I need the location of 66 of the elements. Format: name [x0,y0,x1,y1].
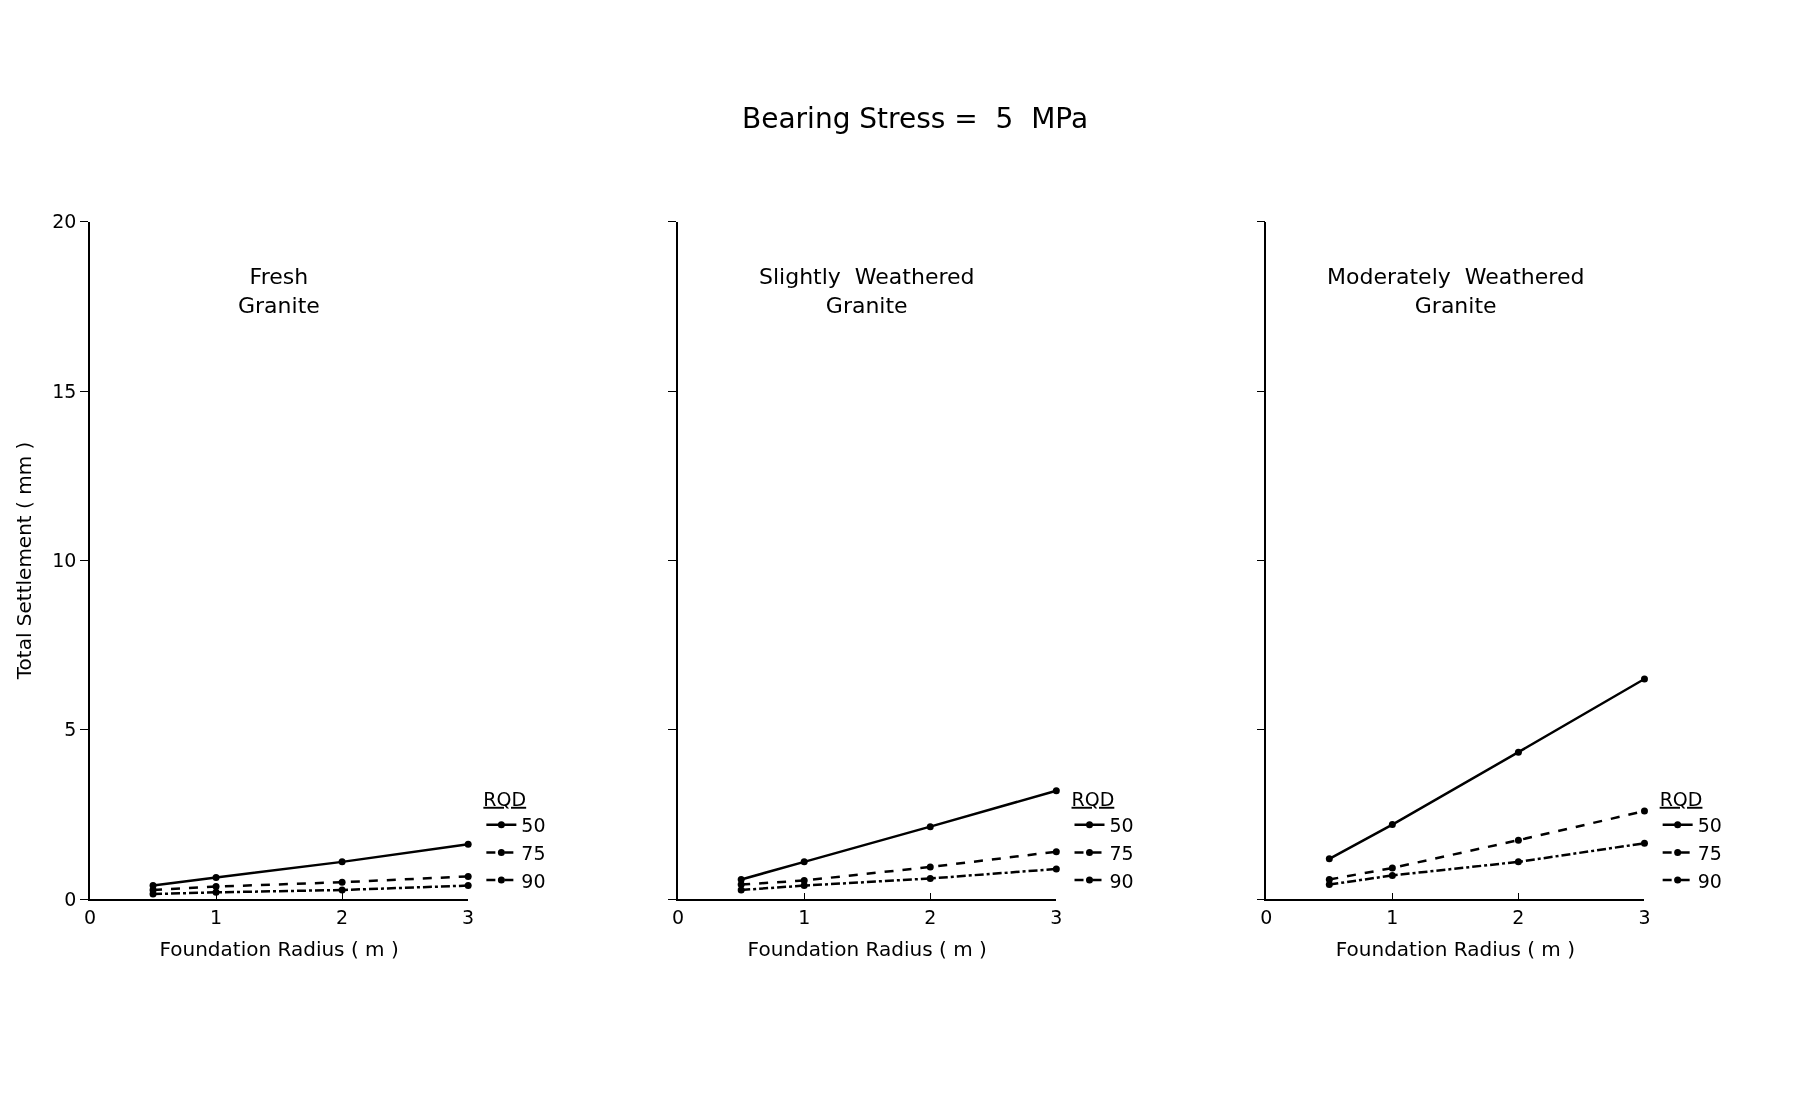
point [1052,787,1060,795]
x-axis-title: Foundation Radius ( m ) [747,936,987,961]
point [1514,836,1522,844]
point [926,874,934,882]
x-tick-label: 2 [924,905,937,928]
point [1325,855,1333,863]
point [800,882,808,890]
x-tick-label: 2 [336,905,349,928]
point [800,858,808,866]
x-tick-label: 0 [1260,905,1273,928]
text: Fresh Granite [238,264,320,318]
point [1052,848,1060,856]
point [1640,807,1648,815]
y-tick-label: 0 [64,887,77,910]
point [212,883,220,891]
x-tick-label: 2 [1512,905,1525,928]
point [926,823,934,831]
point [1640,675,1648,683]
y-tick-label: 10 [52,549,77,572]
legend-title: RQD [1071,787,1115,810]
x-tick-label: 3 [1638,905,1651,928]
point [464,882,472,890]
point [338,858,346,866]
point [737,886,745,894]
legend-label: 50 [1109,814,1134,837]
point [1052,865,1060,873]
legend-label: 90 [1697,869,1722,892]
x-tick-label: 1 [210,905,223,928]
point [1325,881,1333,889]
legend-label: 75 [1697,841,1722,864]
x-tick-label: 0 [83,905,97,928]
y-tick-label: 15 [52,379,77,402]
legend-label: 75 [521,841,546,864]
legend-label: 90 [521,869,546,892]
point [1514,858,1522,866]
point [338,886,346,894]
y-tick-label: 5 [64,718,77,741]
point [1388,864,1396,872]
legend-label: 50 [521,814,546,837]
text: Bearing Stress = 5 MPa [742,102,1089,135]
x-axis-title: Foundation Radius ( m ) [159,936,399,961]
point [1514,748,1522,756]
x-tick-label: 3 [1050,905,1063,928]
text: Slightly Weathered Granite [759,264,975,318]
point [464,840,472,848]
legend-label: 50 [1697,814,1722,837]
point [926,863,934,871]
point [464,872,472,880]
x-tick-label: 1 [798,905,811,928]
y-tick-label: 20 [52,210,77,233]
point [1388,821,1396,829]
y-axis-title: Total Settlement ( mm ) [12,441,37,681]
legend-title: RQD [1659,787,1703,810]
text: Moderately Weathered Granite [1327,264,1585,318]
x-tick-label: 1 [1386,905,1399,928]
legend-label: 75 [1109,841,1134,864]
x-axis-title: Foundation Radius ( m ) [1335,936,1575,961]
x-tick-label: 0 [672,905,685,928]
point [1388,871,1396,879]
x-tick-label: 3 [462,905,475,928]
point [338,878,346,886]
legend-label: 90 [1109,869,1134,892]
legend-title: RQD [483,787,527,810]
point [737,881,745,889]
point [212,873,220,881]
point [1640,839,1648,847]
